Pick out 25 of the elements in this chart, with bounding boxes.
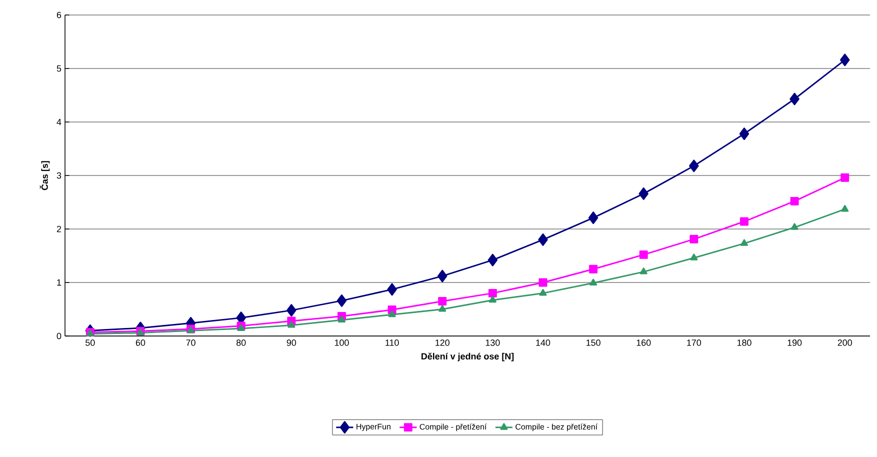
x-tick-label: 190 bbox=[788, 340, 802, 346]
x-tick-label: 170 bbox=[687, 340, 702, 346]
x-tick-label: 180 bbox=[737, 340, 752, 346]
x-tick-label: 80 bbox=[236, 340, 246, 346]
y-tick-label: 5 bbox=[56, 65, 62, 72]
x-tick-label: 140 bbox=[536, 340, 550, 346]
x-tick-label: 50 bbox=[86, 340, 95, 346]
y-tick-label: 6 bbox=[56, 12, 62, 18]
y-axis-title: Čas [s] bbox=[40, 161, 50, 190]
x-tick-label: 150 bbox=[586, 340, 600, 346]
x-axis-title: Dělení v jedné ose [N] bbox=[422, 352, 514, 362]
x-tick-label: 100 bbox=[334, 340, 349, 346]
y-tick-label: 1 bbox=[57, 279, 62, 286]
x-tick-label: 60 bbox=[136, 340, 146, 346]
x-tick-label: 200 bbox=[838, 340, 852, 346]
x-tick-label: 120 bbox=[436, 340, 450, 346]
y-tick-label: 2 bbox=[56, 226, 62, 232]
x-tick-label: 90 bbox=[286, 340, 296, 346]
x-tick-label: 130 bbox=[486, 340, 500, 346]
x-tick-label: 160 bbox=[636, 340, 651, 346]
y-tick-label: 0 bbox=[56, 332, 62, 340]
y-tick-label: 4 bbox=[56, 118, 62, 126]
y-tick-label: 3 bbox=[56, 172, 62, 179]
x-tick-label: 70 bbox=[186, 340, 196, 346]
x-tick-label: 110 bbox=[386, 340, 399, 346]
